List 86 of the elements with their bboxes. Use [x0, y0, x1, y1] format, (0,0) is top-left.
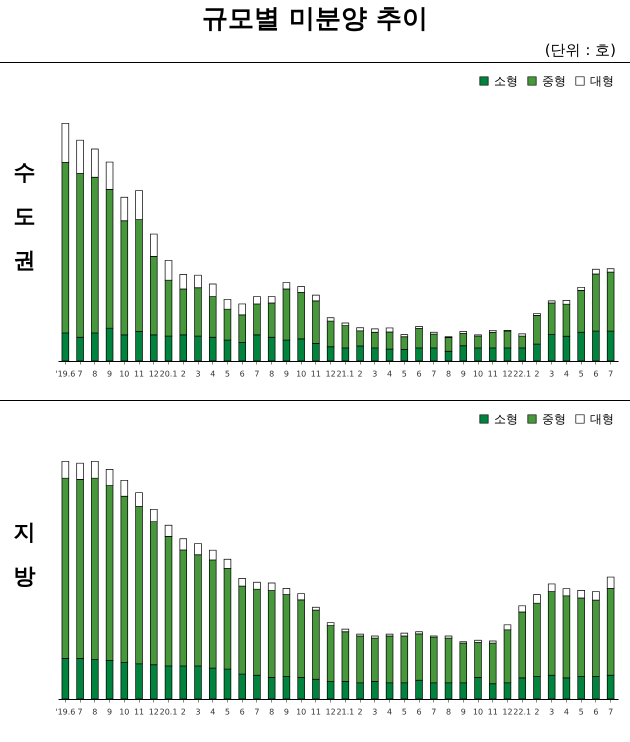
x-tick-label: 7 — [254, 370, 260, 378]
x-tick-label: 4 — [387, 370, 392, 378]
x-tick-label: 3 — [549, 708, 554, 716]
x-tick-label: 12 — [148, 708, 159, 716]
x-tick-label: 10 — [472, 708, 484, 716]
x-tick-label: 8 — [446, 370, 452, 378]
x-tick-label: 6 — [240, 708, 245, 716]
legend-label: 대형 — [590, 74, 614, 88]
chart-title: 규모별 미분양 추이 — [200, 3, 430, 36]
x-tick-label: 7 — [431, 708, 436, 716]
text: (단위 : 호) — [544, 40, 617, 61]
x-tick-label: 22.1 — [513, 370, 532, 378]
x-tick-label: 20.1 — [160, 708, 178, 716]
legend-label: 중형 — [542, 412, 566, 426]
x-tick-label: 9 — [107, 370, 112, 378]
x-tick-label: 6 — [593, 708, 598, 716]
x-tick-label: 9 — [460, 708, 466, 716]
legend-label: 소형 — [494, 74, 518, 88]
x-tick-label: 2 — [534, 370, 540, 378]
x-tick-label: 11 — [134, 708, 144, 716]
x-tick-label: 11 — [134, 370, 144, 378]
x-tick-label: 5 — [578, 370, 584, 378]
x-tick-label: 5 — [224, 370, 230, 378]
x-tick-label: 7 — [608, 370, 614, 378]
x-tick-label: 3 — [195, 370, 201, 378]
x-tick-label: 9 — [284, 708, 289, 716]
x-tick-label: '19.6 — [55, 708, 76, 716]
x-tick-label: 4 — [564, 708, 569, 716]
x-tick-label: 4 — [387, 708, 392, 716]
x-tick-label: 3 — [195, 708, 201, 716]
x-tick-label: 3 — [549, 370, 554, 378]
y-axis-title: 수도권 — [14, 160, 36, 274]
x-tick-label: 12 — [502, 708, 513, 716]
x-tick-label: 2 — [180, 370, 186, 378]
x-tick-label: 12 — [326, 370, 336, 378]
x-tick-label: 12 — [502, 370, 513, 378]
x-tick-label: 7 — [78, 370, 83, 378]
x-tick-label: 4 — [210, 370, 216, 378]
x-tick-label: 2 — [534, 708, 540, 716]
x-tick-label: 9 — [460, 370, 466, 378]
x-tick-label: 10 — [472, 370, 484, 378]
legend-label: 소형 — [494, 412, 518, 426]
x-tick-label: 2 — [180, 708, 186, 716]
x-tick-label: 8 — [269, 708, 274, 716]
x-tick-label: 11 — [488, 708, 498, 716]
x-tick-label: 21.1 — [336, 708, 354, 716]
x-tick-label: 8 — [92, 708, 98, 716]
x-tick-label: 11 — [488, 370, 498, 378]
x-tick-label: 5 — [224, 708, 230, 716]
x-tick-label: 12 — [148, 370, 159, 378]
x-tick-label: 4 — [210, 708, 216, 716]
x-tick-label: 5 — [578, 708, 584, 716]
x-tick-label: 20.1 — [160, 370, 178, 378]
x-tick-label: 9 — [284, 370, 289, 378]
x-tick-label: 11 — [310, 370, 321, 378]
x-tick-label: 6 — [416, 708, 422, 716]
x-tick-label: 12 — [326, 708, 336, 716]
x-tick-label: 21.1 — [336, 370, 354, 378]
legend-label: 중형 — [542, 74, 566, 88]
x-tick-label: 3 — [372, 370, 378, 378]
x-tick-label: 2 — [358, 370, 363, 378]
x-tick-label: 8 — [446, 708, 452, 716]
x-tick-label: 9 — [107, 708, 112, 716]
x-tick-label: 10 — [296, 370, 306, 378]
x-tick-label: 10 — [119, 370, 130, 378]
x-tick-label: 6 — [416, 370, 422, 378]
x-tick-label: 6 — [240, 370, 245, 378]
x-tick-label: 8 — [269, 370, 274, 378]
x-tick-label: 6 — [593, 370, 598, 378]
x-tick-label: 3 — [372, 708, 378, 716]
x-tick-label: 11 — [310, 708, 321, 716]
legend-label: 대형 — [590, 412, 614, 426]
x-tick-label: 22.1 — [513, 708, 532, 716]
x-tick-label: 7 — [608, 708, 614, 716]
x-tick-label: 10 — [296, 708, 306, 716]
x-tick-label: 5 — [402, 708, 407, 716]
x-tick-label: 7 — [431, 370, 436, 378]
x-tick-label: 4 — [564, 370, 569, 378]
x-tick-label: 7 — [254, 708, 260, 716]
x-tick-label: 5 — [402, 370, 407, 378]
x-tick-label: 7 — [78, 708, 83, 716]
x-tick-label: 2 — [358, 708, 363, 716]
x-tick-label: 8 — [92, 370, 98, 378]
x-tick-label: '19.6 — [55, 370, 76, 378]
x-tick-label: 10 — [119, 708, 130, 716]
y-axis-title: 지방 — [14, 520, 36, 590]
